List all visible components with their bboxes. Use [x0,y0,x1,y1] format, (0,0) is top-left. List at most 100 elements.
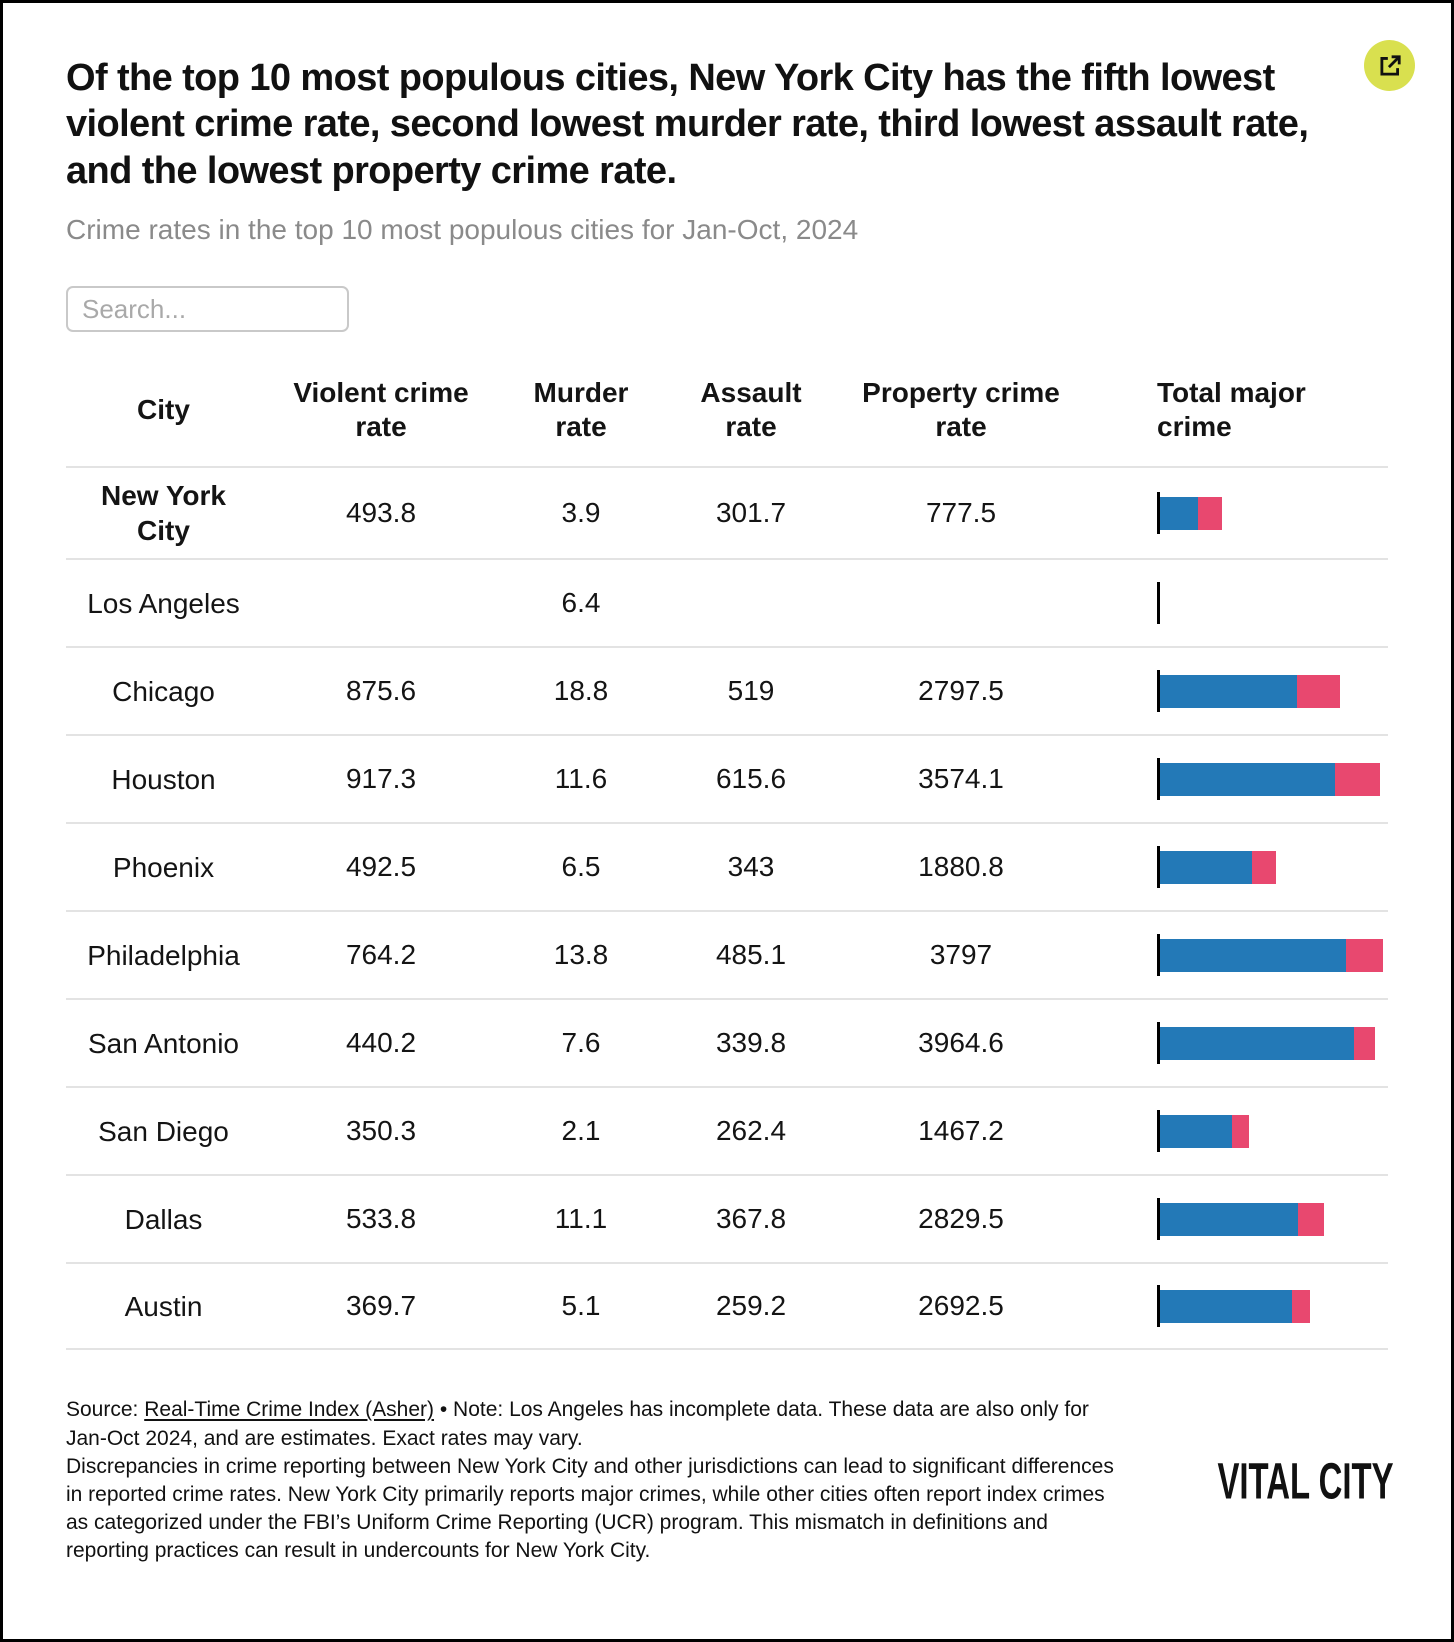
violent-crime-rate-cell: 917.3 [345,763,417,795]
external-link-icon [1379,54,1401,76]
violent-crime-rate-cell: 764.2 [345,939,417,971]
property-crime-bar [1160,762,1335,796]
murder-rate-cell: 6.4 [561,587,601,619]
external-link-button[interactable] [1364,40,1415,91]
violent-crime-rate-cell: 350.3 [345,1115,417,1147]
property-crime-bar [1160,674,1297,708]
table-row: Los Angeles 6.4 [66,558,1388,646]
murder-rate-cell: 13.8 [553,939,609,971]
city-cell: San Diego [98,1115,229,1147]
source-label: Source: [66,1398,145,1422]
property-crime-bar [1160,1202,1299,1236]
murder-rate-cell: 18.8 [553,675,609,707]
city-cell: Dallas [124,1203,203,1235]
total-major-crime-cell [1081,758,1388,801]
table-row: San Antonio 440.2 7.6 339.8 3964.6 [66,998,1388,1086]
subtitle: Crime rates in the top 10 most populous … [66,214,859,246]
property-crime-rate-cell: 3574.1 [918,763,1004,795]
murder-rate-cell: 3.9 [561,497,601,529]
total-major-crime-cell [1081,1285,1388,1328]
table-row: San Diego 350.3 2.1 262.4 1467.2 [66,1086,1388,1174]
total-major-crime-cell [1081,934,1388,977]
murder-rate-cell: 2.1 [561,1115,601,1147]
property-crime-rate-cell: 2692.5 [918,1290,1004,1322]
search-input[interactable] [66,286,349,333]
bar-axis-tick [1157,492,1160,535]
violent-crime-rate-cell: 440.2 [345,1027,417,1059]
city-cell: New York City [100,480,226,547]
table-row: Houston 917.3 11.6 615.6 3574.1 [66,734,1388,822]
bar-axis-tick [1157,758,1160,801]
bar-axis-tick [1157,670,1160,713]
source-link[interactable]: Real-Time Crime Index (Asher) [144,1398,435,1422]
table-row: Dallas 533.8 11.1 367.8 2829.5 [66,1174,1388,1262]
bar-axis-tick [1157,934,1160,977]
property-crime-rate-cell: 2829.5 [918,1203,1004,1235]
page-title: Of the top 10 most populous cities, New … [66,57,1309,192]
violent-crime-rate-cell: 492.5 [345,851,417,883]
city-cell: Los Angeles [87,587,240,619]
column-header-city: City [137,394,190,426]
violent-crime-rate-cell: 875.6 [345,675,417,707]
table-row: New York City 493.8 3.9 301.7 777.5 [66,466,1388,558]
assault-rate-cell: 301.7 [715,497,787,529]
total-major-crime-cell [1081,1022,1388,1065]
city-cell: Austin [124,1290,203,1322]
bar-axis-tick [1157,1022,1160,1065]
assault-rate-cell: 615.6 [715,763,787,795]
property-crime-rate-cell: 1467.2 [918,1115,1004,1147]
total-major-crime-cell [1081,1198,1388,1241]
property-crime-bar [1160,496,1198,530]
note-text: • Note: Los Angeles has incomplete data.… [66,1398,1089,1450]
violent-crime-bar [1296,674,1340,708]
total-major-crime-cell [1081,846,1388,889]
city-cell: San Antonio [87,1027,240,1059]
murder-rate-cell: 11.1 [554,1203,608,1235]
violent-crime-rate-cell: 493.8 [345,497,417,529]
column-header-total-major-crime: Total major crime [1157,377,1306,443]
column-header-murder-rate: Murder rate [533,377,629,443]
murder-rate-cell: 7.6 [561,1027,601,1059]
property-crime-bar [1160,1026,1354,1060]
total-major-crime-cell [1081,670,1388,713]
assault-rate-cell: 343 [727,851,775,883]
violent-crime-bar [1198,496,1223,530]
property-crime-rate-cell: 777.5 [925,497,997,529]
assault-rate-cell: 262.4 [715,1115,787,1147]
city-cell: Chicago [112,675,215,707]
vital-city-logo: VITAL CITY [1217,1452,1394,1510]
assault-rate-cell: 339.8 [715,1027,787,1059]
total-major-crime-cell [1081,492,1388,535]
property-crime-bar [1160,850,1252,884]
violent-crime-bar [1345,938,1383,972]
city-cell: Houston [111,763,216,795]
source-note: Source: Real-Time Crime Index (Asher) • … [66,1396,1121,1452]
disclaimer-text: Discrepancies in crime reporting between… [66,1454,1114,1563]
murder-rate-cell: 5.1 [561,1290,601,1322]
property-crime-rate-cell: 1880.8 [918,851,1004,883]
property-crime-bar [1160,1114,1232,1148]
table-header-row: City Violent crime rate Murder rate Assa… [66,376,1388,466]
violent-crime-bar [1353,1026,1376,1060]
violent-crime-bar [1231,1114,1249,1148]
bar-axis-tick [1157,1110,1160,1153]
murder-rate-cell: 6.5 [561,851,601,883]
table-row: Austin 369.7 5.1 259.2 2692.5 [66,1262,1388,1351]
property-crime-rate-cell: 3964.6 [918,1027,1004,1059]
assault-rate-cell: 367.8 [715,1203,787,1235]
property-crime-bar [1160,938,1346,972]
column-header-violent-crime-rate: Violent crime rate [293,377,469,443]
column-header-property-crime-rate: Property crime rate [862,377,1060,443]
assault-rate-cell: 519 [727,675,775,707]
bar-axis-tick [1157,1285,1160,1328]
violent-crime-rate-cell: 533.8 [345,1203,417,1235]
column-header-assault-rate: Assault rate [700,377,802,443]
violent-crime-bar [1334,762,1380,796]
property-crime-rate-cell: 3797 [929,939,993,971]
assault-rate-cell: 485.1 [715,939,787,971]
table-body: New York City 493.8 3.9 301.7 777.5 Los … [66,466,1388,1351]
city-cell: Phoenix [112,851,215,883]
footer: Source: Real-Time Crime Index (Asher) • … [66,1396,1394,1565]
violent-crime-rate-cell: 369.7 [345,1290,417,1322]
